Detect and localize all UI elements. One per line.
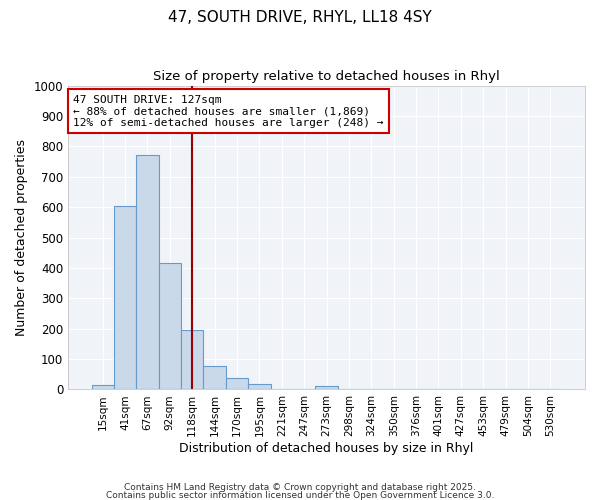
Bar xyxy=(92,385,114,390)
Text: Contains HM Land Registry data © Crown copyright and database right 2025.: Contains HM Land Registry data © Crown c… xyxy=(124,484,476,492)
Bar xyxy=(158,264,181,390)
Bar xyxy=(181,330,203,390)
Bar xyxy=(136,156,158,390)
Text: 47, SOUTH DRIVE, RHYL, LL18 4SY: 47, SOUTH DRIVE, RHYL, LL18 4SY xyxy=(168,10,432,25)
Y-axis label: Number of detached properties: Number of detached properties xyxy=(15,139,28,336)
Text: 47 SOUTH DRIVE: 127sqm
← 88% of detached houses are smaller (1,869)
12% of semi-: 47 SOUTH DRIVE: 127sqm ← 88% of detached… xyxy=(73,94,384,128)
Bar xyxy=(248,384,271,390)
Title: Size of property relative to detached houses in Rhyl: Size of property relative to detached ho… xyxy=(153,70,500,83)
Text: Contains public sector information licensed under the Open Government Licence 3.: Contains public sector information licen… xyxy=(106,490,494,500)
Bar xyxy=(114,206,136,390)
Bar xyxy=(226,378,248,390)
Bar xyxy=(203,366,226,390)
Bar xyxy=(316,386,338,390)
X-axis label: Distribution of detached houses by size in Rhyl: Distribution of detached houses by size … xyxy=(179,442,474,455)
